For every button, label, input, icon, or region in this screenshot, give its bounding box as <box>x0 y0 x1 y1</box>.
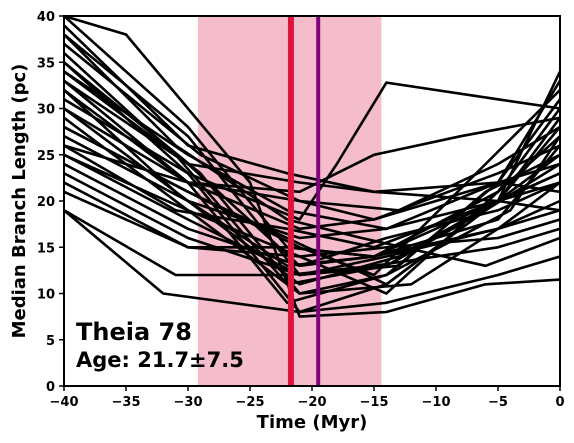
series-line-25 <box>64 107 560 194</box>
series-line-26 <box>64 79 560 212</box>
vline-layer <box>287 16 321 386</box>
series-line-21 <box>64 16 560 318</box>
y-tick-label: 25 <box>37 149 55 164</box>
series-line-24 <box>64 60 560 221</box>
x-tick-label: −30 <box>174 395 203 410</box>
x-ticks: −40 −35 −30 −25 −20 −15 −10 −5 0 <box>50 386 565 410</box>
x-axis-label: Time (Myr) <box>257 412 368 433</box>
y-tick-label: 35 <box>37 56 55 71</box>
x-tick-label: −5 <box>488 395 508 410</box>
cluster-name: Theia 78 <box>76 318 192 346</box>
series-layer <box>64 16 560 318</box>
y-tick-label: 5 <box>46 334 55 349</box>
y-tick-label: 20 <box>37 195 55 210</box>
series-line-30 <box>64 88 560 221</box>
y-tick-label: 40 <box>37 10 55 25</box>
series-line-16 <box>64 172 560 277</box>
x-tick-label: −40 <box>50 395 79 410</box>
y-ticks: 0 5 10 15 20 25 30 35 40 <box>37 10 64 395</box>
x-tick-label: −10 <box>422 395 451 410</box>
series-line-31 <box>64 70 560 231</box>
series-line-20 <box>64 209 560 314</box>
series-line-8 <box>64 98 560 314</box>
y-tick-label: 15 <box>37 241 55 256</box>
y-tick-label: 30 <box>37 103 55 118</box>
y-tick-label: 0 <box>46 380 55 395</box>
age-estimate-label: Age: 21.7±7.5 <box>76 348 244 372</box>
series-line-29 <box>64 134 560 295</box>
series-line-17 <box>64 181 560 258</box>
x-tick-label: 0 <box>555 395 564 410</box>
x-tick-label: −20 <box>298 395 327 410</box>
series-line-28 <box>64 125 560 286</box>
series-line-27 <box>64 144 560 231</box>
y-axis-label: Median Branch Length (pc) <box>9 64 30 339</box>
series-line-14 <box>64 153 560 277</box>
x-tick-label: −25 <box>236 395 265 410</box>
series-line-32 <box>64 33 560 268</box>
x-tick-label: −15 <box>360 395 389 410</box>
x-tick-label: −35 <box>112 395 141 410</box>
series-line-18 <box>64 190 560 258</box>
y-tick-label: 10 <box>37 288 55 303</box>
